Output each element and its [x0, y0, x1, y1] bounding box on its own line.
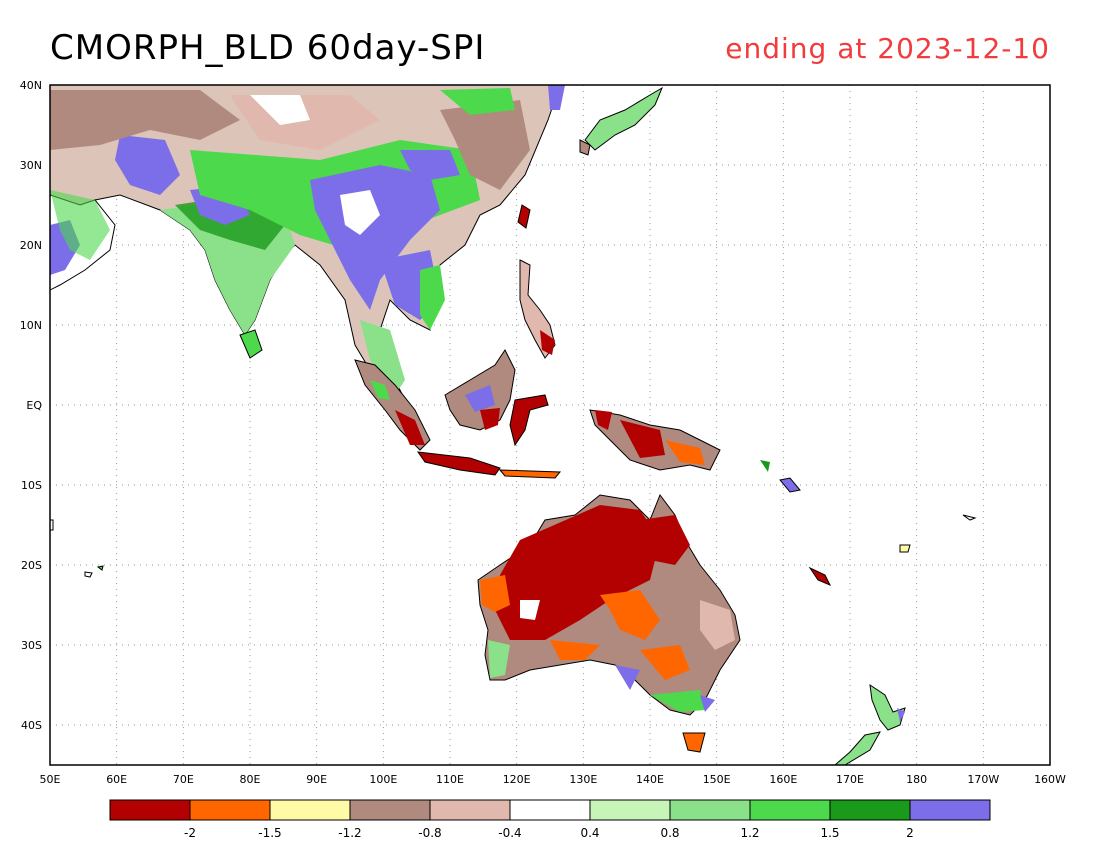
- colorbar-label: 0.8: [660, 826, 679, 840]
- colorbar: -2 -1.5 -1.2 -0.8 -0.4 0.4 0.8 1.2 1.5 2: [109, 799, 991, 840]
- lon-tick-label: 60E: [106, 773, 127, 786]
- lon-tick-label: 70E: [173, 773, 194, 786]
- colorbar-label: -2: [184, 826, 196, 840]
- colorbar-label: -1.5: [258, 826, 281, 840]
- lon-tick-label: 140E: [636, 773, 664, 786]
- lat-tick-label: 40N: [20, 79, 42, 92]
- colorbar-label: 2: [906, 826, 914, 840]
- colorbar-swatch: [269, 799, 351, 821]
- colorbar-label: 1.2: [740, 826, 759, 840]
- lon-tick-label: 170E: [836, 773, 864, 786]
- lon-tick-label: 50E: [40, 773, 61, 786]
- lon-tick-label: 90E: [306, 773, 327, 786]
- map-title: CMORPH_BLD 60day-SPI: [50, 28, 486, 68]
- colorbar-swatch: [349, 799, 431, 821]
- colorbar-label: -1.2: [338, 826, 361, 840]
- colorbar-label: 0.4: [580, 826, 599, 840]
- colorbar-swatch: [669, 799, 751, 821]
- lon-tick-label: 110E: [436, 773, 464, 786]
- lat-tick-label: 30N: [20, 159, 42, 172]
- colorbar-swatch: [509, 799, 591, 821]
- map-subtitle: ending at 2023-12-10: [725, 32, 1050, 65]
- colorbar-swatch: [429, 799, 511, 821]
- lon-tick-label: 160E: [769, 773, 797, 786]
- lat-tick-label: 10S: [21, 479, 42, 492]
- lon-tick-label: 130E: [569, 773, 597, 786]
- lon-tick-label: 150E: [703, 773, 731, 786]
- lon-tick-label: 120E: [503, 773, 531, 786]
- lon-tick-label: 160W: [1034, 773, 1066, 786]
- lat-tick-label: 30S: [21, 639, 42, 652]
- lat-tick-label: EQ: [26, 399, 42, 412]
- latitude-labels: 40N 30N 20N 10N EQ 10S 20S 30S 40S: [20, 79, 43, 732]
- map-frame: [49, 84, 1051, 766]
- colorbar-label: -0.4: [498, 826, 521, 840]
- lat-tick-label: 10N: [20, 319, 42, 332]
- lon-tick-label: 100E: [369, 773, 397, 786]
- lat-tick-label: 20S: [21, 559, 42, 572]
- longitude-labels: 50E 60E 70E 80E 90E 100E 110E 120E 130E 140E 150E 1…: [40, 773, 1067, 786]
- lat-tick-label: 20N: [20, 239, 42, 252]
- colorbar-label: -0.8: [418, 826, 441, 840]
- lon-tick-label: 170W: [967, 773, 999, 786]
- colorbar-swatch: [909, 799, 991, 821]
- colorbar-swatch: [189, 799, 271, 821]
- spi-field: [50, 85, 977, 765]
- lon-tick-label: 80E: [240, 773, 261, 786]
- lon-tick-label: 180: [906, 773, 927, 786]
- lat-tick-label: 40S: [21, 719, 42, 732]
- colorbar-label: 1.5: [820, 826, 839, 840]
- colorbar-swatch: [829, 799, 911, 821]
- colorbar-swatch: [109, 799, 191, 821]
- colorbar-swatch: [589, 799, 671, 821]
- colorbar-swatch: [749, 799, 831, 821]
